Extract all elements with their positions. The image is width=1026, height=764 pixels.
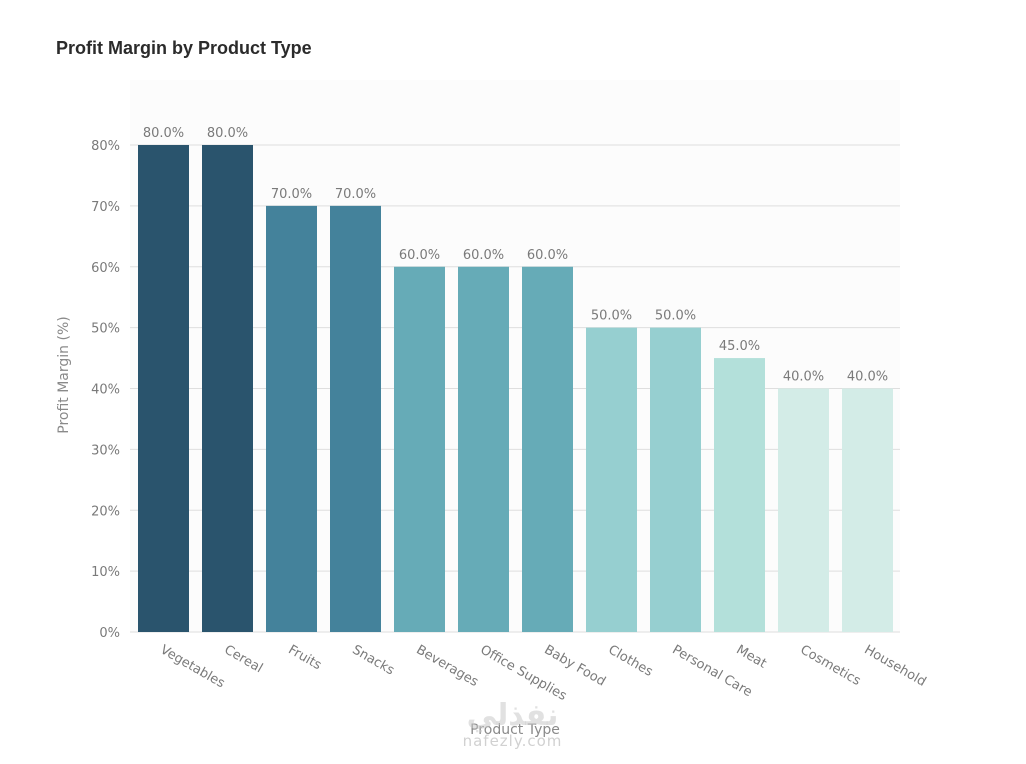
x-tick-label: Cereal <box>222 642 266 676</box>
x-tick-label: Vegetables <box>158 642 228 691</box>
y-axis-title: Profit Margin (%) <box>56 316 72 433</box>
gridlines <box>130 144 900 633</box>
y-tick-label: 50% <box>91 322 120 337</box>
y-tick-label: 60% <box>91 261 120 276</box>
data-label: 45.0% <box>719 339 760 354</box>
y-axis-ticks: 0% 10% 20% 30% 40% 50% 60% 70% 80% <box>91 139 120 641</box>
data-label: 60.0% <box>399 248 440 263</box>
x-tick-label: Fruits <box>286 642 325 673</box>
y-tick-label: 70% <box>91 200 120 215</box>
x-tick-label: Clothes <box>606 642 656 679</box>
bar-beverages <box>394 266 445 632</box>
x-tick-label: Cosmetics <box>798 642 864 689</box>
data-label: 80.0% <box>207 126 248 141</box>
data-label: 40.0% <box>847 370 888 385</box>
bar-household <box>842 388 893 632</box>
data-label: 80.0% <box>143 126 184 141</box>
bar-vegetables <box>138 145 189 632</box>
y-tick-label: 80% <box>91 139 120 154</box>
bar-personal-care <box>650 327 701 632</box>
y-tick-label: 10% <box>91 565 120 580</box>
y-tick-label: 30% <box>91 443 120 458</box>
bar-office-supplies <box>458 266 509 632</box>
data-label: 60.0% <box>463 248 504 263</box>
chart-title: Profit Margin by Product Type <box>56 38 312 58</box>
data-label: 60.0% <box>527 248 568 263</box>
bar-cosmetics <box>778 388 829 632</box>
x-axis-title: Product Type <box>470 722 560 738</box>
bar-fruits <box>266 205 317 632</box>
bar-baby-food <box>522 266 573 632</box>
y-tick-label: 20% <box>91 504 120 519</box>
data-label: 70.0% <box>335 187 376 202</box>
x-tick-label: Beverages <box>414 642 481 690</box>
data-label: 50.0% <box>591 309 632 324</box>
x-tick-label: Snacks <box>350 642 397 678</box>
plot-area <box>130 80 900 632</box>
bar-snacks <box>330 205 381 632</box>
x-tick-label: Meat <box>734 642 769 671</box>
data-label: 50.0% <box>655 309 696 324</box>
bar-meat <box>714 358 765 632</box>
data-label: 70.0% <box>271 187 312 202</box>
bar-cereal <box>202 145 253 632</box>
data-labels: 80.0% 80.0% 70.0% 70.0% 60.0% 60.0% 60.0% 50.0%… <box>143 126 888 385</box>
y-tick-label: 40% <box>91 383 120 398</box>
bars <box>138 145 893 632</box>
data-label: 40.0% <box>783 370 824 385</box>
bar-clothes <box>586 327 637 632</box>
y-tick-label: 0% <box>99 626 120 641</box>
x-tick-label: Household <box>862 642 929 689</box>
